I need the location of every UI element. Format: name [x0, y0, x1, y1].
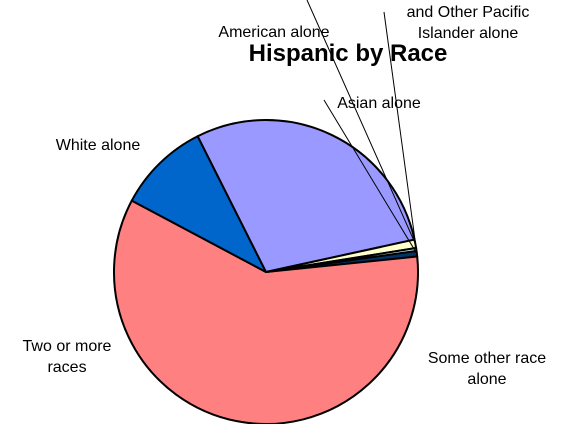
pie-slices	[113, 119, 419, 424]
slice-label-two-or-more-races: Two or more races	[23, 338, 112, 376]
slice-label-asian-alone: Asian alone	[337, 95, 421, 112]
pie-slice-two-or-more-races	[130, 135, 267, 273]
pie-slice-some-other-race-alone	[113, 199, 419, 424]
slice-labels: Asian alone Some other race alone Two or mo…	[23, 4, 547, 388]
leader-lines	[306, 0, 418, 254]
chart-title: Hispanic by Race	[249, 40, 448, 67]
leader-line-american-alone	[306, 0, 416, 244]
slice-label-some-other-race-alone: Some other race alone	[428, 350, 546, 388]
slice-label-american-alone: American alone	[218, 24, 329, 41]
pie-slice-white-alone	[196, 119, 416, 273]
leader-line-asian-alone	[323, 99, 418, 254]
slice-label-white-alone: White alone	[56, 137, 141, 154]
leader-line-and-other-pacific-islander-alone	[383, 11, 417, 250]
slice-label-and-other-pacific-islander-alone: and Other Pacific Islander alone	[407, 4, 530, 42]
